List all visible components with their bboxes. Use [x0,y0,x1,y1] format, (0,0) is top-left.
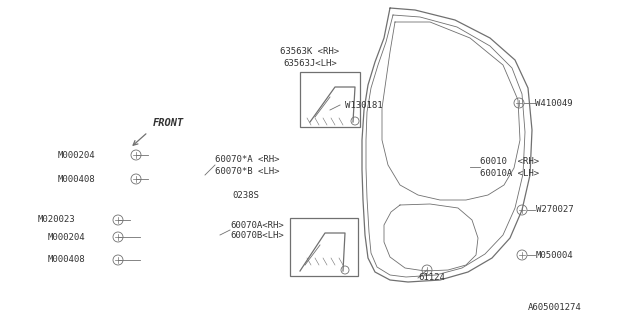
Text: 60070*B <LH>: 60070*B <LH> [215,166,280,175]
Text: M050004: M050004 [536,251,573,260]
Text: 61124: 61124 [418,274,445,283]
Text: 60070*A <RH>: 60070*A <RH> [215,156,280,164]
Text: W410049: W410049 [535,99,573,108]
Text: W130181: W130181 [345,100,383,109]
Text: M000408: M000408 [58,174,95,183]
Text: M000408: M000408 [48,255,86,265]
Text: 60010A <LH>: 60010A <LH> [480,169,539,178]
Bar [290,218,358,276]
Text: 63563J<LH>: 63563J<LH> [283,59,337,68]
Text: 60010  <RH>: 60010 <RH> [480,157,539,166]
Text: M020023: M020023 [38,215,76,225]
Text: FRONT: FRONT [153,118,184,128]
Text: 0238S: 0238S [232,191,259,201]
Text: M000204: M000204 [58,150,95,159]
Text: A605001274: A605001274 [528,302,582,311]
Text: 63563K <RH>: 63563K <RH> [280,47,340,57]
Text: M000204: M000204 [48,233,86,242]
Bar [300,72,360,127]
Text: 60070B<LH>: 60070B<LH> [230,231,284,241]
Text: W270027: W270027 [536,205,573,214]
Text: 60070A<RH>: 60070A<RH> [230,220,284,229]
